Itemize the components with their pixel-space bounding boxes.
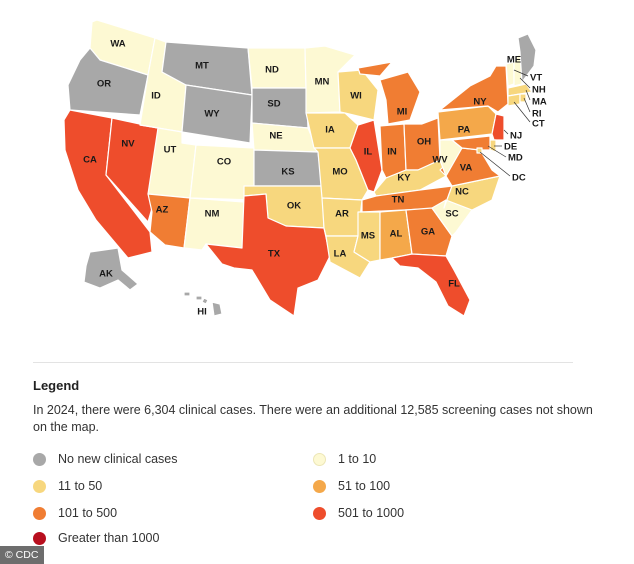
state-nm[interactable] <box>183 197 245 251</box>
state-dc[interactable] <box>476 147 483 154</box>
svg-text:SC: SC <box>445 209 458 220</box>
legend-swatch-greater-than-1000 <box>33 531 46 545</box>
svg-text:DC: DC <box>512 173 526 184</box>
legend-item-greater-than-1000: Greater than 1000 <box>33 531 159 545</box>
legend-label: Greater than 1000 <box>58 531 160 545</box>
svg-text:DE: DE <box>504 142 517 153</box>
legend-item-501-to-1000: 501 to 1000 <box>313 506 404 520</box>
svg-text:CO: CO <box>217 157 231 168</box>
svg-text:MN: MN <box>315 77 330 88</box>
svg-text:WI: WI <box>350 91 362 102</box>
svg-text:KS: KS <box>281 167 294 178</box>
svg-text:OR: OR <box>97 79 111 90</box>
svg-text:HI: HI <box>197 307 207 318</box>
legend-swatch-51-to-100 <box>313 479 326 493</box>
svg-text:MD: MD <box>508 153 523 164</box>
state-hi[interactable] <box>183 291 223 317</box>
state-ak[interactable] <box>83 247 139 291</box>
svg-text:LA: LA <box>334 249 347 260</box>
svg-text:NE: NE <box>269 131 282 142</box>
state-wy[interactable] <box>181 84 253 144</box>
svg-text:SD: SD <box>267 99 280 110</box>
legend-swatch-1-to-10 <box>313 452 326 466</box>
legend-label: 501 to 1000 <box>338 506 405 520</box>
legend-item-51-to-100: 51 to 100 <box>313 479 390 493</box>
legend-item-none: No new clinical cases <box>33 452 178 466</box>
state-tx[interactable] <box>205 193 331 317</box>
svg-text:CA: CA <box>83 155 97 166</box>
svg-text:NC: NC <box>455 187 469 198</box>
svg-text:MT: MT <box>195 61 209 72</box>
state-fl[interactable] <box>391 253 471 317</box>
svg-text:VA: VA <box>460 163 473 174</box>
svg-text:NH: NH <box>532 85 546 96</box>
svg-text:ID: ID <box>151 91 161 102</box>
legend-swatch-501-to-1000 <box>313 506 326 520</box>
legend-label: 1 to 10 <box>338 452 377 466</box>
state-nj[interactable] <box>491 113 505 141</box>
legend-title: Legend <box>33 378 80 393</box>
state-ct[interactable] <box>507 93 521 107</box>
svg-text:NM: NM <box>205 209 220 220</box>
svg-text:OH: OH <box>417 137 431 148</box>
svg-text:UT: UT <box>164 145 177 156</box>
svg-text:VT: VT <box>530 73 542 84</box>
legend-label: No new clinical cases <box>58 452 178 466</box>
state-il[interactable] <box>349 119 383 193</box>
svg-text:WY: WY <box>204 109 220 120</box>
svg-text:NJ: NJ <box>510 131 522 142</box>
legend-label: 51 to 100 <box>338 479 391 493</box>
svg-text:AL: AL <box>390 229 403 240</box>
legend-swatch-101-to-500 <box>33 506 46 520</box>
svg-text:WV: WV <box>432 155 448 166</box>
divider <box>33 362 573 363</box>
legend-description: In 2024, there were 6,304 clinical cases… <box>33 403 593 434</box>
state-sc[interactable] <box>431 199 473 237</box>
state-or[interactable] <box>67 47 149 116</box>
svg-text:RI: RI <box>532 109 542 120</box>
svg-text:PA: PA <box>458 125 471 136</box>
state-me[interactable] <box>517 33 537 83</box>
state-mi[interactable] <box>357 61 421 125</box>
legend-label: 101 to 500 <box>58 506 118 520</box>
legend-item-1-to-10: 1 to 10 <box>313 452 376 466</box>
svg-text:IN: IN <box>387 147 397 158</box>
svg-text:MI: MI <box>397 107 408 118</box>
state-ma[interactable] <box>507 83 533 97</box>
svg-text:ND: ND <box>265 65 279 76</box>
svg-text:GA: GA <box>421 227 435 238</box>
legend-item-101-to-500: 101 to 500 <box>33 506 117 520</box>
svg-text:AZ: AZ <box>156 205 169 216</box>
state-az[interactable] <box>147 193 191 249</box>
svg-text:KY: KY <box>397 173 411 184</box>
svg-text:MS: MS <box>361 231 375 242</box>
svg-text:NY: NY <box>473 97 487 108</box>
svg-text:MO: MO <box>332 167 347 178</box>
credit-badge: © CDC <box>0 546 45 564</box>
state-vt[interactable] <box>505 61 515 87</box>
svg-text:TX: TX <box>268 249 281 260</box>
legend-label: 11 to 50 <box>58 479 103 493</box>
svg-text:IL: IL <box>364 147 373 158</box>
legend-swatch-11-to-50 <box>33 479 46 493</box>
us-map: WA OR CA NV ID MT WY UT AZ CO NM ND SD N… <box>63 19 547 318</box>
legend-swatch-none <box>33 452 46 466</box>
svg-text:CT: CT <box>532 119 545 130</box>
svg-text:OK: OK <box>287 201 301 212</box>
svg-text:WA: WA <box>110 39 125 50</box>
svg-text:FL: FL <box>448 279 460 290</box>
svg-text:AK: AK <box>99 269 113 280</box>
svg-text:IA: IA <box>325 125 335 136</box>
svg-text:AR: AR <box>335 209 349 220</box>
svg-text:MA: MA <box>532 97 547 108</box>
legend-item-11-to-50: 11 to 50 <box>33 479 102 493</box>
svg-text:ME: ME <box>507 55 521 66</box>
svg-text:TN: TN <box>392 195 405 206</box>
svg-text:NV: NV <box>121 139 135 150</box>
state-md[interactable] <box>451 135 491 151</box>
